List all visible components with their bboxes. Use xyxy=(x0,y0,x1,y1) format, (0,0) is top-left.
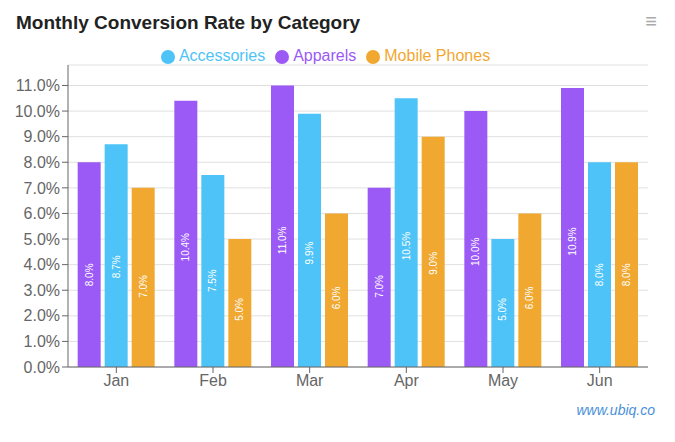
svg-text:4.0%: 4.0% xyxy=(24,256,60,273)
svg-text:7.0%: 7.0% xyxy=(374,275,385,298)
html-text:Monthly Conversion Rate by Cat: Monthly Conversion Rate by Category xyxy=(16,12,361,33)
svg-text:11.0%: 11.0% xyxy=(277,226,288,254)
svg-text:10.4%: 10.4% xyxy=(180,233,191,261)
svg-text:10.0%: 10.0% xyxy=(470,238,481,266)
svg-text:6.0%: 6.0% xyxy=(24,205,60,222)
svg-text:8.0%: 8.0% xyxy=(84,263,95,286)
html-text:Accessories: Accessories xyxy=(178,47,266,64)
svg-text:9.9%: 9.9% xyxy=(304,241,315,264)
svg-text:Apr: Apr xyxy=(394,372,420,389)
svg-text:5.0%: 5.0% xyxy=(24,231,60,248)
svg-text:8.7%: 8.7% xyxy=(111,255,122,278)
svg-text:8.0%: 8.0% xyxy=(594,263,605,286)
svg-text:9.0%: 9.0% xyxy=(24,128,60,145)
svg-text:6.0%: 6.0% xyxy=(331,286,342,309)
svg-text:11.0%: 11.0% xyxy=(16,77,60,94)
svg-text:3.0%: 3.0% xyxy=(24,282,60,299)
svg-text:10.0%: 10.0% xyxy=(15,103,60,120)
svg-text:8.0%: 8.0% xyxy=(621,263,632,286)
svg-text:5.0%: 5.0% xyxy=(497,298,508,321)
svg-text:7.5%: 7.5% xyxy=(207,269,218,292)
svg-text:0.0%: 0.0% xyxy=(24,359,60,376)
svg-text:Feb: Feb xyxy=(199,372,227,389)
svg-text:10.9%: 10.9% xyxy=(567,227,578,255)
svg-text:6.0%: 6.0% xyxy=(524,286,535,309)
svg-text:May: May xyxy=(488,372,518,389)
svg-text:7.0%: 7.0% xyxy=(138,275,149,298)
html-text:www.ubiq.co: www.ubiq.co xyxy=(576,402,655,418)
svg-text:Jun: Jun xyxy=(587,372,613,389)
html-text:Mobile Phones: Mobile Phones xyxy=(384,47,491,64)
svg-text:9.0%: 9.0% xyxy=(428,252,439,275)
svg-text:Mar: Mar xyxy=(296,372,324,389)
svg-text:2.0%: 2.0% xyxy=(24,307,60,324)
svg-text:10.5%: 10.5% xyxy=(401,232,412,260)
svg-text:Jan: Jan xyxy=(103,372,129,389)
svg-text:8.0%: 8.0% xyxy=(24,154,60,171)
html-text:Apparels: Apparels xyxy=(293,47,357,64)
svg-text:5.0%: 5.0% xyxy=(234,298,245,321)
svg-text:7.0%: 7.0% xyxy=(24,180,60,197)
svg-text:1.0%: 1.0% xyxy=(24,333,60,350)
